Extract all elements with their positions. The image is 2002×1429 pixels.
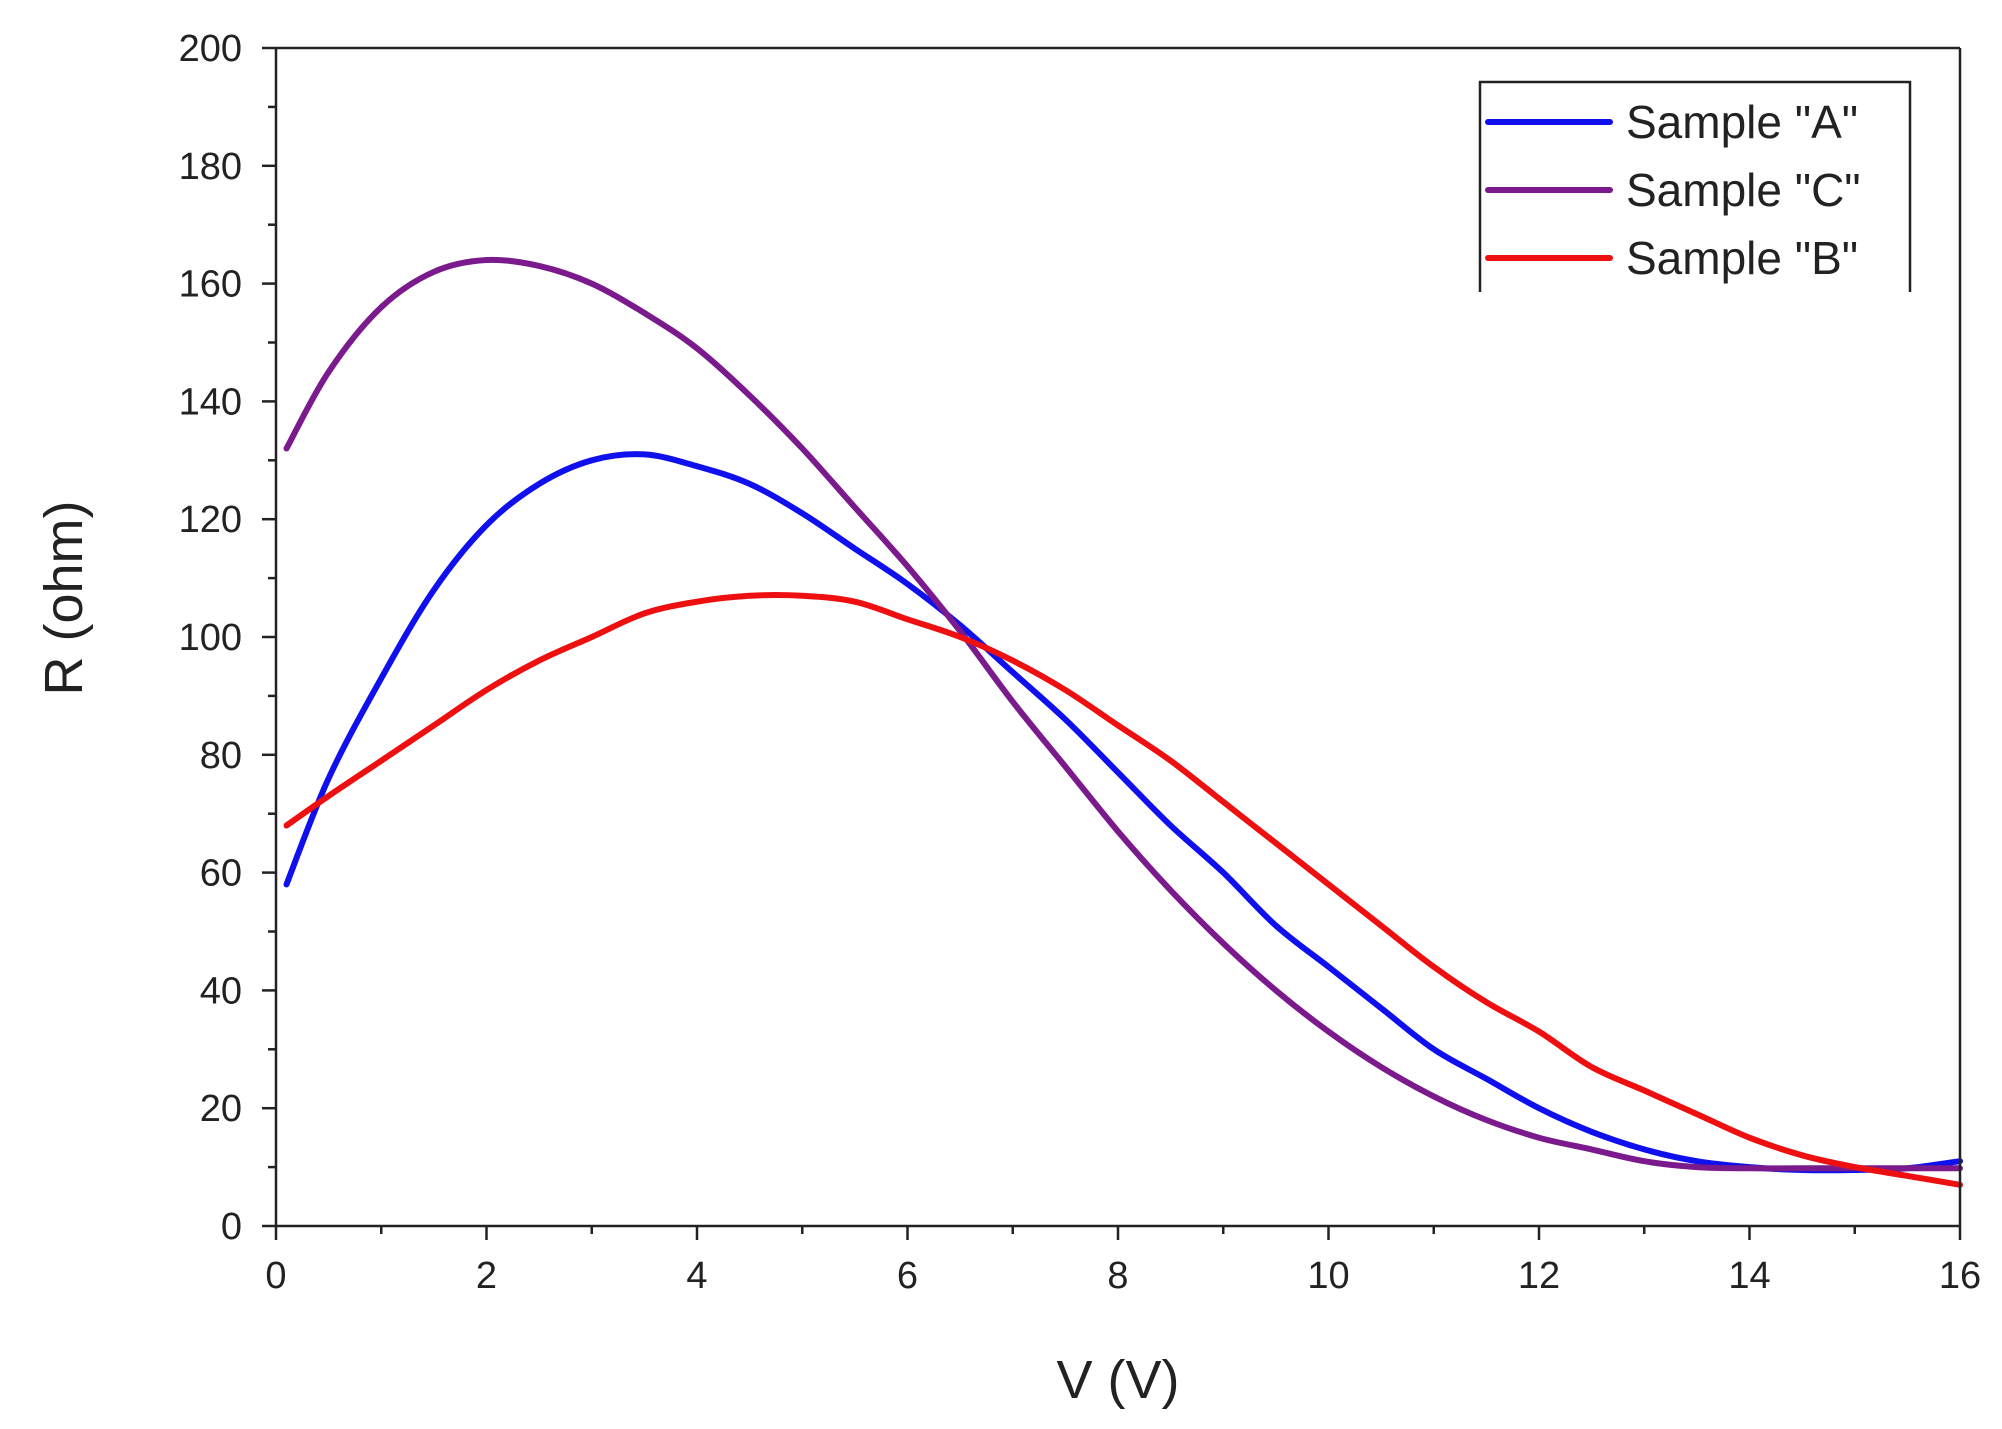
legend: Sample "A" Sample "C" Sample "B" <box>1478 80 1912 292</box>
series-line-2 <box>283 592 1963 1188</box>
y-tick-label: 60 <box>200 853 242 895</box>
x-tick-label: 14 <box>1728 1255 1770 1297</box>
y-tick-label: 0 <box>221 1206 242 1248</box>
x-tick-label: 0 <box>265 1255 286 1297</box>
x-tick-label: 2 <box>476 1255 497 1297</box>
x-tick-label: 4 <box>686 1255 707 1297</box>
x-tick-label: 16 <box>1939 1255 1981 1297</box>
y-tick-label: 180 <box>179 146 242 188</box>
y-axis-title: R (ohm) <box>34 500 94 695</box>
legend-frame <box>1478 80 1912 292</box>
x-tick-label: 10 <box>1307 1255 1349 1297</box>
y-tick-label: 20 <box>200 1088 242 1130</box>
y-tick-label: 200 <box>179 28 242 70</box>
y-tick-label: 80 <box>200 735 242 777</box>
y-tick-label: 40 <box>200 970 242 1012</box>
y-tick-label: 160 <box>179 264 242 306</box>
x-tick-label: 12 <box>1518 1255 1560 1297</box>
y-tick-label: 120 <box>179 499 242 541</box>
x-axis-title: V (V) <box>1056 1350 1179 1410</box>
legend-label-2: Sample "B" <box>1626 232 1858 284</box>
x-tick-label: 6 <box>897 1255 918 1297</box>
y-tick-label: 100 <box>179 617 242 659</box>
series-layer <box>283 256 1963 1188</box>
x-tick-label: 8 <box>1107 1255 1128 1297</box>
legend-label-1: Sample "C" <box>1626 164 1861 216</box>
series-line-0 <box>283 451 1963 1174</box>
series-line-1 <box>283 256 1963 1172</box>
y-tick-label: 140 <box>179 381 242 423</box>
legend-label-0: Sample "A" <box>1626 96 1858 148</box>
